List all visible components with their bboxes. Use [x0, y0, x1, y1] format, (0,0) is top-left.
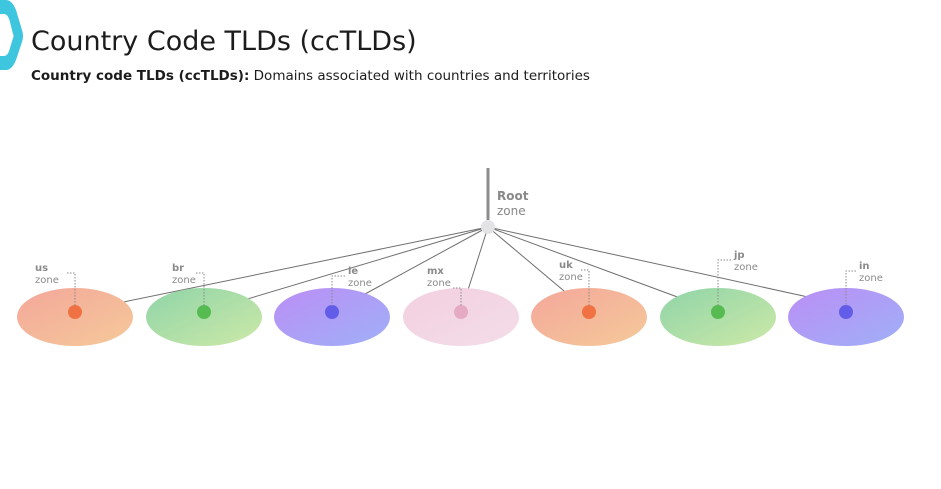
zone-name-label: us: [35, 263, 48, 274]
zone-dot: [454, 305, 468, 319]
root-zone-label: zone: [497, 204, 526, 218]
zone-name-label: mx: [427, 266, 444, 277]
subtitle-definition: Domains associated with countries and te…: [249, 68, 590, 84]
zone-dot: [325, 305, 339, 319]
label-leader: [717, 259, 731, 306]
label-leader: [196, 272, 205, 306]
zone-type-label: zone: [427, 278, 451, 289]
zone-dot: [711, 305, 725, 319]
root-connector-us: [74, 226, 489, 313]
page-title: Country Code TLDs (ccTLDs): [31, 26, 417, 57]
root-name-label: Root: [497, 189, 529, 203]
zone-dot: [197, 305, 211, 319]
label-leader: [331, 275, 345, 306]
page-subtitle: Country code TLDs (ccTLDs): Domains asso…: [31, 68, 590, 84]
zone-dot: [68, 305, 82, 319]
zone-name-label: uk: [559, 260, 573, 271]
zone-type-label: zone: [348, 278, 372, 289]
zone-name-label: br: [172, 263, 184, 274]
zone-type-label: zone: [859, 273, 883, 284]
zone-name-label: ie: [348, 266, 358, 277]
root-connector-in: [487, 226, 809, 298]
logo-tab-icon: [0, 0, 23, 70]
zone-type-label: zone: [559, 272, 583, 283]
zone-type-label: zone: [172, 275, 196, 286]
zone-dot: [839, 305, 853, 319]
label-leader: [67, 272, 76, 306]
zone-dot: [582, 305, 596, 319]
subtitle-term: Country code TLDs (ccTLDs):: [31, 68, 250, 84]
zone-type-label: zone: [734, 262, 758, 273]
zone-type-label: zone: [35, 275, 59, 286]
root-connector-br: [203, 226, 489, 313]
zone-name-label: in: [859, 261, 870, 272]
zone-name-label: jp: [733, 250, 745, 261]
label-leader: [845, 270, 856, 306]
root-dot: [481, 220, 495, 234]
